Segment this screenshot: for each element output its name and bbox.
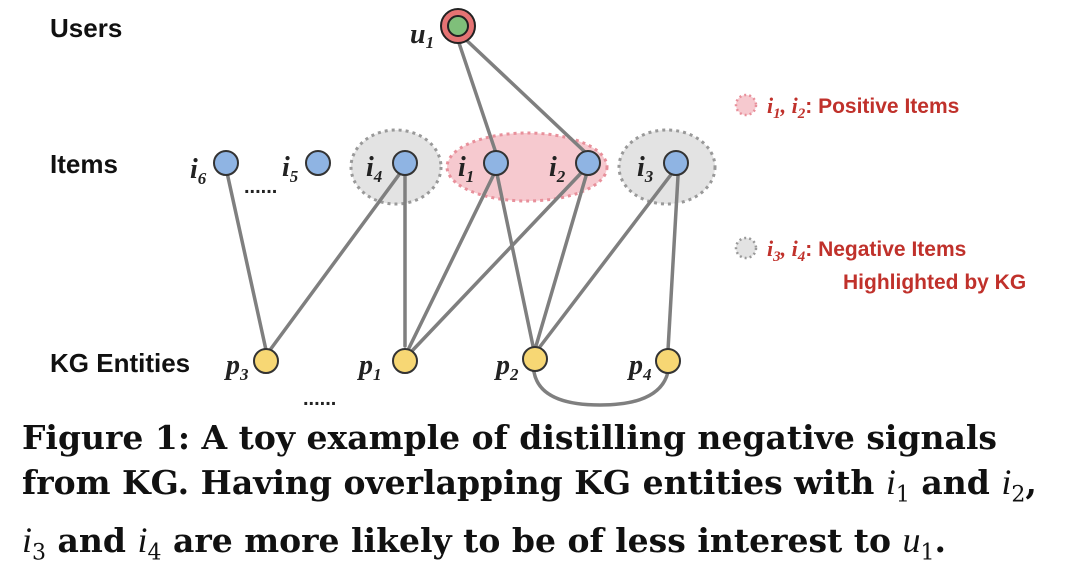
entity-node-p3 — [253, 348, 279, 374]
label-p4: p4 — [627, 350, 652, 384]
user-node-u1-core — [447, 15, 469, 37]
item-node-i1 — [483, 150, 509, 176]
edges — [224, 34, 680, 407]
edge-i1-p1 — [407, 170, 497, 350]
item-node-i6 — [213, 150, 239, 176]
legend-negative-line2: Highlighted by KG — [843, 271, 1026, 294]
figure-caption: Figure 1: A toy example of distilling ne… — [22, 418, 1037, 566]
edge-u1-i1 — [456, 38, 499, 158]
label-i6: i6 — [190, 154, 207, 188]
entities-ellipsis: ...... — [303, 388, 336, 410]
label-i2: i2 — [549, 152, 566, 186]
positive-highlight-i1-i2 — [445, 131, 609, 203]
row-label-kg-entities: KG Entities — [50, 348, 190, 378]
edge-u1-i2 — [460, 34, 587, 154]
label-i1: i1 — [458, 152, 474, 186]
item-node-i3 — [663, 150, 689, 176]
row-label-users: Users — [50, 13, 122, 43]
kg-negative-signal-diagram: Users Items KG Entities u1 i6 i5 i4 i1 i… — [50, 8, 1026, 410]
entity-node-p4 — [655, 348, 681, 374]
item-node-i2 — [575, 150, 601, 176]
item-node-i4 — [392, 150, 418, 176]
label-i3: i3 — [637, 152, 654, 186]
item-node-i5 — [305, 150, 331, 176]
entity-node-p2 — [522, 346, 548, 372]
edge-p2-p4 — [532, 370, 670, 407]
label-p3: p3 — [224, 350, 249, 384]
legend-negative-swatch — [734, 236, 758, 260]
label-p1: p1 — [357, 350, 382, 384]
edge-i1-p2 — [495, 172, 535, 348]
edge-i3-p2 — [537, 170, 675, 350]
label-u1: u1 — [410, 19, 434, 52]
legend-positive: i1, i2: Positive Items — [767, 93, 959, 122]
items-ellipsis: ...... — [244, 176, 277, 198]
edge-i6-p3 — [224, 166, 268, 352]
row-label-items: Items — [50, 149, 118, 179]
edge-i3-p4 — [666, 174, 680, 352]
label-i5: i5 — [282, 152, 299, 186]
edge-i2-p2 — [534, 174, 588, 348]
legend-negative: i3, i4: Negative Items — [767, 236, 966, 265]
legend-positive-swatch — [734, 93, 758, 117]
label-p2: p2 — [494, 350, 519, 384]
label-i4: i4 — [366, 152, 382, 186]
edge-i2-p1 — [409, 168, 586, 354]
edge-i4-p3 — [268, 170, 403, 352]
entity-node-p1 — [392, 348, 418, 374]
